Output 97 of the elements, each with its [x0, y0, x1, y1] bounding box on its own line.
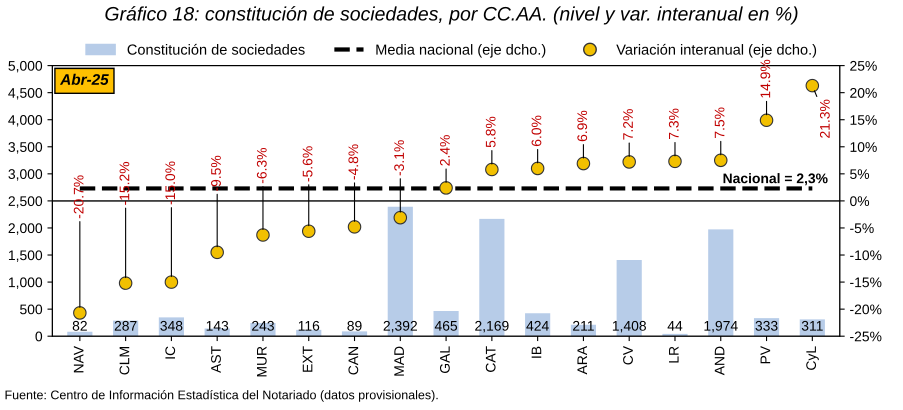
data-label: 211	[573, 320, 594, 331]
x-tick-label: GAL	[440, 346, 450, 374]
data-label: 287	[114, 320, 137, 331]
point	[485, 162, 499, 176]
y-tick-label: 0	[35, 332, 42, 342]
point	[164, 275, 178, 289]
data-label: 2.4%	[440, 135, 450, 166]
y-tick-label: 4,000	[8, 115, 42, 127]
y-tick-label: 1,500	[8, 250, 42, 262]
point	[714, 154, 728, 168]
y2-tick-label: 10%	[850, 142, 877, 152]
point	[73, 306, 87, 320]
y-tick-label: 5,000	[8, 60, 42, 72]
data-label: 7.5%	[714, 108, 724, 138]
data-label: 1,408	[612, 320, 646, 332]
x-tick-label: IB	[532, 346, 542, 358]
data-label: -6.3%	[256, 148, 267, 184]
data-label: 7.3%	[668, 108, 679, 140]
data-label: -4.8%	[348, 144, 358, 180]
legend-label: Variación interanual (eje dcho.)	[616, 44, 816, 58]
data-label: -15.0%	[165, 161, 176, 204]
y2-tick-label: 20%	[850, 88, 877, 98]
point	[576, 156, 590, 170]
data-label: 21.3%	[820, 100, 830, 138]
annotation: Abr-25	[60, 74, 109, 85]
x-tick-label: MUR	[257, 346, 267, 376]
point	[394, 210, 408, 224]
y-tick-label: 2,000	[8, 223, 42, 235]
data-label: 82	[72, 320, 87, 331]
x-tick-label: CyL	[806, 346, 819, 370]
point	[530, 162, 544, 176]
data-label: -9.5%	[211, 156, 221, 191]
y2-tick-label: -25%	[850, 332, 882, 342]
data-label: -3.1%	[394, 140, 404, 176]
y-tick-label: 4,500	[8, 88, 42, 100]
x-tick-label: IC	[165, 346, 176, 359]
data-label: 7.2%	[623, 109, 633, 140]
data-label: 5.8%	[486, 116, 496, 148]
point	[348, 220, 362, 234]
y-tick-label: 1,000	[8, 277, 42, 289]
data-label: 333	[755, 320, 778, 331]
point	[210, 246, 224, 260]
data-label: 1,974	[704, 320, 738, 332]
x-tick-label: NAV	[74, 346, 84, 372]
point	[439, 181, 453, 195]
x-tick-label: CAT	[486, 346, 496, 372]
data-label: 89	[347, 320, 362, 331]
y-tick-label: 3,000	[8, 169, 42, 181]
data-label: 2,392	[384, 320, 417, 332]
data-label: 311	[802, 320, 823, 331]
x-tick-label: CLM	[120, 347, 130, 375]
x-tick-label: CV	[623, 346, 633, 365]
x-tick-label: MAD	[394, 346, 404, 376]
data-label: -5.6%	[302, 146, 312, 182]
data-label: 348	[160, 320, 182, 331]
point	[622, 155, 636, 169]
x-tick-label: ARA	[577, 346, 588, 374]
point	[668, 154, 682, 168]
x-tick-label: LR	[669, 346, 679, 363]
data-label: 143	[206, 320, 228, 331]
data-label: 6.9%	[577, 110, 588, 142]
y-tick-label: 500	[20, 304, 42, 314]
data-label: 243	[252, 320, 274, 331]
y2-tick-label: 5%	[850, 169, 870, 180]
data-label: -20.7%	[74, 175, 84, 218]
y2-tick-label: -20%	[850, 304, 882, 314]
data-label: -15.2%	[120, 162, 130, 205]
y2-tick-label: -15%	[850, 277, 882, 288]
point	[302, 224, 316, 238]
legend-label: Constitución de sociedades	[128, 44, 305, 55]
x-tick-label: AND	[714, 346, 724, 376]
data-label: 2,169	[475, 320, 509, 332]
chart-title: Gráfico 18: constitución de sociedades, por CC.AA. (nivel y var. interanual en %)	[105, 6, 798, 25]
point	[760, 113, 774, 128]
x-tick-label: PV	[760, 346, 770, 364]
annotation: Nacional = 2,3%	[724, 173, 828, 186]
legend-label: Media nacional (eje dcho.)	[376, 44, 546, 58]
x-tick-label: CAN	[348, 347, 358, 375]
data-label: 465	[434, 320, 458, 331]
y2-tick-label: 25%	[850, 60, 877, 71]
y-tick-label: 3,500	[8, 142, 42, 154]
source-note: Fuente: Centro de Información Estadística del Notariado (datos provisionales).	[6, 390, 438, 402]
x-tick-label: EXT	[302, 346, 312, 372]
data-label: 116	[298, 320, 320, 331]
y-tick-label: 2,500	[8, 196, 42, 208]
y2-tick-label: -5%	[850, 223, 874, 234]
x-tick-label: AST	[211, 346, 221, 373]
y2-tick-label: 0%	[850, 196, 870, 206]
data-label: 44	[668, 321, 682, 331]
y2-tick-label: 15%	[850, 115, 877, 125]
point	[256, 228, 270, 242]
point	[118, 276, 132, 290]
data-label: 14.9%	[760, 60, 770, 98]
data-label: 6.0%	[532, 116, 542, 146]
y2-tick-label: -10%	[850, 250, 882, 260]
data-label: 424	[526, 320, 549, 331]
point	[806, 78, 820, 92]
